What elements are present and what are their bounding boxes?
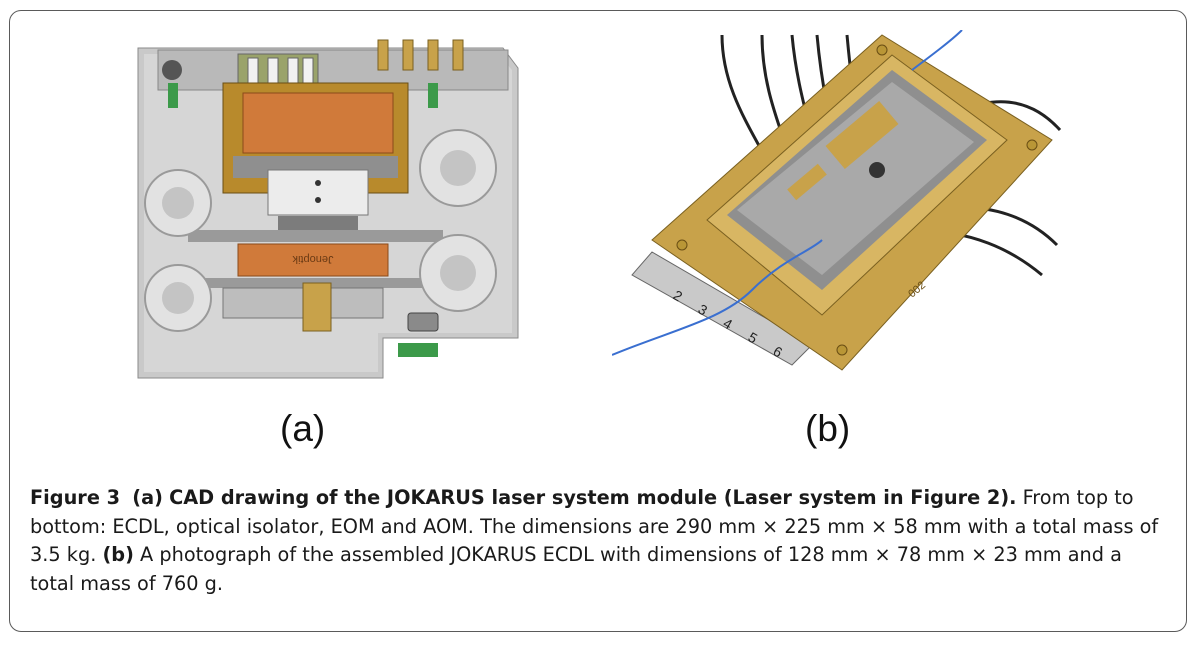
- caption-part-a-title: CAD drawing of the JOKARUS laser system …: [169, 486, 1017, 509]
- caption-part-b-body: A photograph of the assembled JOKARUS EC…: [30, 543, 1122, 595]
- svg-text:Jenoptik: Jenoptik: [292, 253, 333, 265]
- caption-part-a-label: (a): [132, 486, 163, 509]
- figure-caption: Figure 3 (a) CAD drawing of the JOKARUS …: [30, 484, 1170, 598]
- caption-figure-number: Figure 3: [30, 486, 121, 509]
- caption-part-a-body: From top to bottom: ECDL, optical isolat…: [30, 486, 1159, 566]
- caption-part-b-label: (b): [102, 543, 134, 566]
- panel-label-b: (b): [805, 408, 851, 449]
- cad-drawing-image: Jenoptik: [128, 38, 524, 380]
- panel-label-a: (a): [280, 408, 326, 449]
- ecdl-photograph: 2 3 4 5 6 002: [611, 29, 1062, 380]
